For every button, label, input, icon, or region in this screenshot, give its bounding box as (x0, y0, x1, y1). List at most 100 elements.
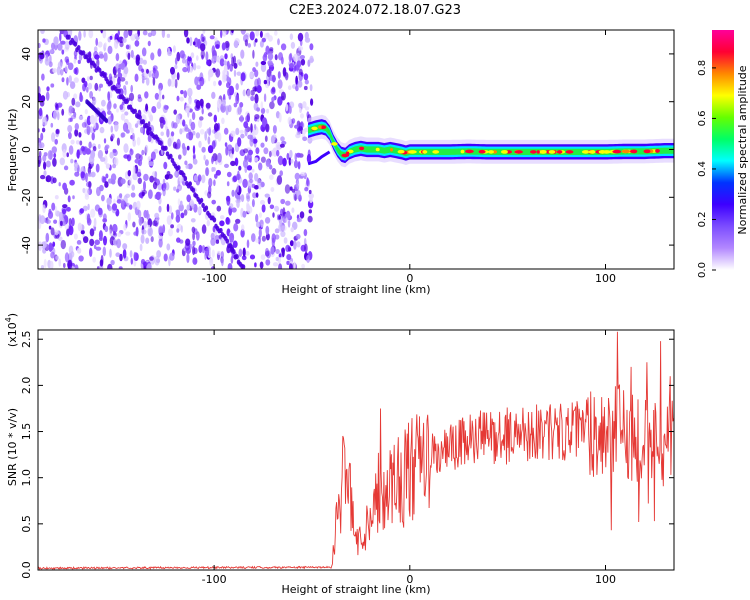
noise-speckle (78, 132, 82, 138)
noise-speckle (80, 230, 85, 235)
noise-speckle (193, 174, 198, 182)
noise-speckle (215, 169, 221, 176)
diagonal-feature-point (133, 108, 137, 114)
noise-speckle (233, 223, 239, 232)
noise-speckle (295, 233, 301, 240)
noise-speckle (176, 184, 182, 192)
noise-speckle (190, 218, 196, 223)
noise-speckle (128, 92, 135, 102)
noise-speckle (309, 43, 314, 51)
noise-speckle (252, 128, 256, 138)
noise-speckle (289, 33, 294, 40)
diagonal-feature-point (148, 126, 152, 132)
noise-speckle (75, 140, 80, 145)
noise-speckle (66, 152, 69, 158)
noise-speckle (104, 42, 107, 48)
noise-speckle (146, 263, 153, 269)
noise-speckle (64, 252, 70, 263)
noise-speckle (134, 73, 139, 83)
colorbar-tick-label: 0.8 (697, 60, 708, 76)
noise-speckle (123, 118, 129, 124)
noise-speckle (52, 68, 57, 73)
noise-speckle (205, 247, 210, 257)
noise-speckle (99, 126, 105, 134)
noise-speckle (227, 104, 232, 113)
noise-speckle (92, 96, 97, 106)
noise-speckle (91, 132, 95, 141)
noise-speckle (199, 129, 205, 135)
noise-speckle (88, 51, 92, 59)
noise-speckle (183, 209, 188, 216)
noise-speckle (45, 175, 52, 183)
noise-speckle (219, 220, 225, 227)
noise-speckle (84, 109, 88, 115)
noise-speckle (290, 41, 296, 49)
snr-y-tick-label: 0.0 (20, 561, 33, 579)
noise-speckle (186, 204, 190, 211)
noise-speckle (94, 82, 99, 91)
noise-speckle (162, 94, 165, 100)
diagonal-feature-point (67, 34, 71, 40)
noise-speckle (251, 199, 255, 208)
noise-speckle (74, 67, 79, 75)
noise-speckle (211, 249, 215, 258)
noise-speckle (235, 218, 241, 224)
doppler-hotspot (557, 150, 563, 154)
noise-speckle (269, 101, 275, 110)
noise-speckle (152, 76, 156, 86)
noise-speckle (68, 105, 74, 114)
noise-speckle (94, 239, 100, 246)
noise-speckle (244, 39, 248, 47)
noise-speckle (252, 49, 255, 59)
noise-speckle (116, 199, 122, 204)
noise-speckle (207, 191, 212, 199)
noise-speckle (109, 229, 112, 236)
noise-speckle (216, 56, 220, 62)
diagonal-feature-point (138, 114, 142, 120)
noise-speckle (277, 155, 284, 166)
noise-speckle (125, 80, 129, 85)
noise-speckle (205, 102, 211, 109)
noise-speckle (278, 112, 282, 123)
noise-speckle (239, 102, 244, 108)
noise-speckle (278, 223, 284, 232)
doppler-hotspot (502, 150, 508, 154)
noise-speckle (272, 124, 277, 134)
noise-speckle (122, 243, 128, 250)
noise-speckle (249, 178, 254, 184)
noise-speckle (192, 158, 198, 165)
noise-speckle (110, 133, 115, 139)
noise-speckle (51, 202, 56, 211)
noise-speckle (136, 171, 142, 177)
noise-speckle (75, 101, 81, 108)
noise-speckle (154, 171, 158, 179)
noise-speckle (188, 98, 192, 105)
noise-speckle (230, 255, 234, 264)
noise-speckle (213, 37, 218, 42)
noise-speckle (148, 70, 152, 78)
doppler-hotspot (318, 125, 323, 129)
noise-speckle (172, 141, 177, 149)
noise-speckle (186, 194, 191, 203)
noise-speckle (239, 114, 244, 123)
noise-speckle (271, 168, 277, 175)
noise-speckle (83, 30, 86, 38)
noise-speckle (176, 51, 181, 62)
noise-speckle (138, 159, 143, 167)
noise-speckle (309, 84, 313, 92)
doppler-hotspot (548, 150, 556, 154)
noise-speckle (93, 217, 97, 228)
noise-speckle (264, 135, 268, 142)
noise-speckle (240, 133, 245, 139)
noise-speckle (179, 96, 184, 102)
noise-speckle (65, 58, 70, 66)
noise-speckle (52, 157, 57, 167)
noise-speckle (170, 131, 175, 137)
noise-speckle (43, 170, 47, 177)
noise-speckle (145, 237, 150, 244)
noise-speckle (42, 116, 48, 126)
noise-speckle (97, 149, 103, 159)
noise-speckle (293, 261, 296, 269)
noise-speckle (106, 197, 112, 205)
noise-speckle (79, 94, 84, 103)
